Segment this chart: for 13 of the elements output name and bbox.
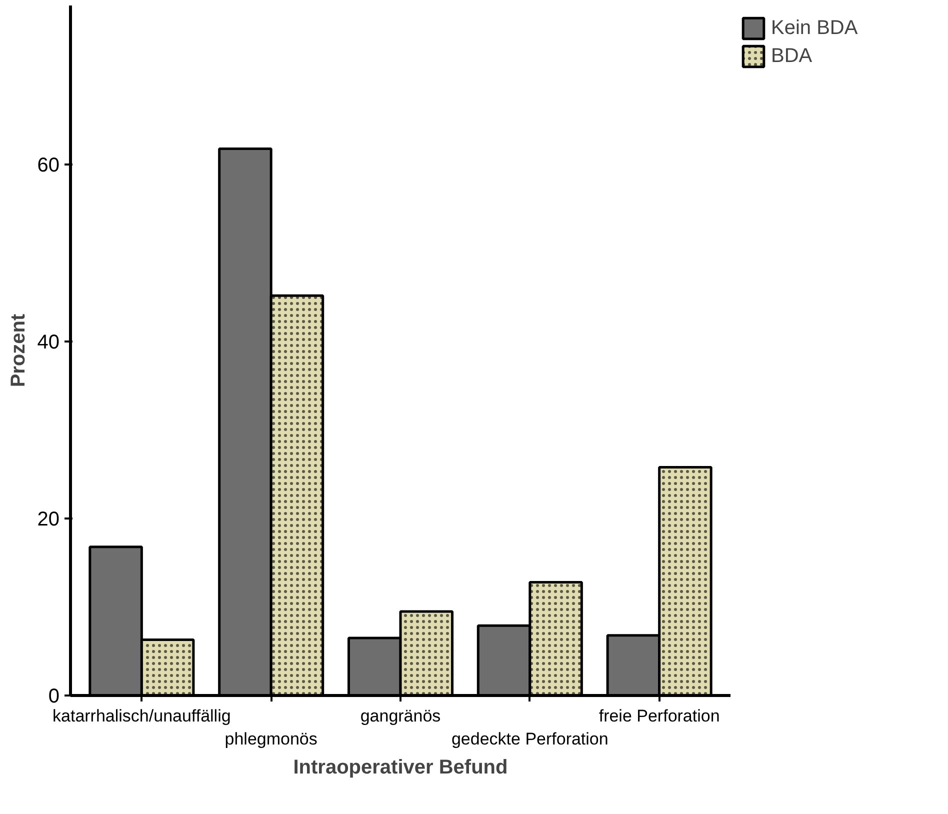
- legend-label: Kein BDA: [771, 16, 858, 40]
- legend-label: BDA: [771, 44, 812, 68]
- x-tick-label: gangränös: [360, 706, 441, 726]
- x-axis-title: Intraoperativer Befund: [293, 756, 508, 778]
- y-tick-label: 40: [37, 332, 60, 354]
- y-tick-label: 20: [37, 508, 60, 531]
- x-tick-label: phlegmonös: [224, 729, 318, 748]
- y-axis-title: Prozent: [7, 313, 30, 388]
- y-tick-label: 60: [37, 154, 60, 177]
- x-tick-label: freie Perforation: [598, 706, 720, 726]
- x-tick-label: katarrhalisch/unauffällig: [52, 706, 231, 726]
- y-tick-label: 0: [48, 686, 60, 708]
- x-tick-label: gedeckte Perforation: [451, 729, 608, 748]
